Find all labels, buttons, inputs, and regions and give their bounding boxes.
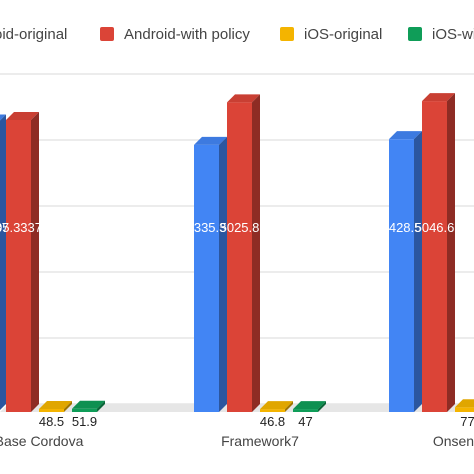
category-tick-label: Base Cordova [0, 433, 84, 449]
category-tick-label: Onsenl [433, 433, 474, 449]
legend-label: Android-with policy [124, 26, 250, 43]
data-label: 48.5 [39, 414, 64, 429]
bar-ios-original-framework7 [260, 401, 293, 412]
bar-ios-original-base-cordova [39, 401, 72, 412]
category-axis: Base Cordova Framework7 Onsenl [0, 433, 474, 449]
legend-swatch [280, 27, 294, 41]
legend-entry: oid-original [0, 26, 67, 43]
data-label: 5025.8 [220, 220, 260, 235]
legend-swatch [100, 27, 114, 41]
legend-entry: iOS-original [280, 26, 382, 43]
data-label: 4335.3 [187, 220, 227, 235]
data-label: 51.9 [72, 414, 97, 429]
data-label: 4428.5 [382, 220, 422, 235]
value-labels: 05.333705.333748.551.94335.35025.846.847… [0, 220, 474, 429]
legend: oid-original Android-with policy iOS-origi… [0, 26, 474, 43]
legend-label: oid-original [0, 26, 67, 43]
bar-android-original-framework7 [194, 136, 227, 412]
data-label: 05.3337 [0, 220, 9, 235]
bar-android-original-onsenui [389, 131, 422, 412]
bar-ios-with-policy-base-cordova [72, 400, 105, 412]
data-label: 47 [298, 414, 312, 429]
bars [0, 93, 474, 413]
data-label: 77 [460, 414, 474, 429]
legend-entry: Android-with policy [100, 26, 250, 43]
bar-ios-original-onsenui [455, 399, 474, 412]
legend-label: iOS-wi [432, 26, 474, 43]
category-tick-label: Framework7 [221, 433, 299, 449]
bar-android-with-policy-onsenui [422, 93, 455, 413]
legend-label: iOS-original [304, 26, 382, 43]
data-label: 46.8 [260, 414, 285, 429]
bar-android-with-policy-framework7 [227, 94, 260, 413]
bar-ios-with-policy-framework7 [293, 401, 326, 412]
bar-android-original-base-cordova [0, 114, 6, 410]
bar-android-with-policy-base-cordova [6, 111, 39, 412]
legend-entry: iOS-wi [408, 26, 474, 43]
legend-swatch [408, 27, 422, 41]
data-label: 05.3337 [0, 220, 42, 235]
data-label: 5046.6 [415, 220, 455, 235]
